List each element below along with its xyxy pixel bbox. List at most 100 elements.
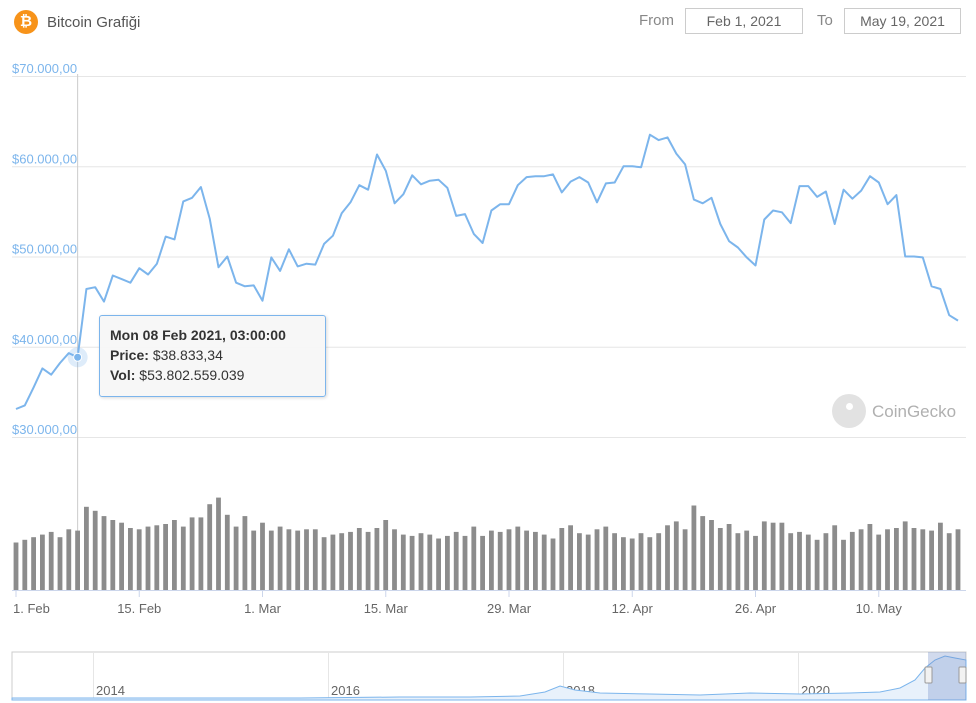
from-date-input[interactable] [685, 8, 803, 34]
volume-bar [339, 533, 345, 590]
volume-bar [321, 537, 327, 590]
x-tick-label: 10. May [856, 601, 903, 616]
navigator-frame [11, 651, 967, 701]
volume-bar [894, 528, 899, 590]
watermark-text: CoinGecko [872, 402, 957, 421]
volume-bar [110, 520, 116, 590]
navigator-handle-left[interactable] [924, 666, 933, 684]
x-tick-label: 1. Feb [13, 601, 50, 616]
volume-bar [638, 533, 644, 590]
tooltip-vol-value: $53.802.559.039 [139, 367, 245, 383]
volume-bar [541, 534, 547, 590]
volume-bar [524, 530, 529, 590]
volume-bar [735, 533, 741, 590]
to-date-input[interactable] [844, 8, 961, 34]
volume-bar [101, 516, 107, 590]
volume-bar [40, 534, 45, 590]
x-tick-label: 12. Apr [612, 601, 654, 616]
volume-bar [409, 535, 415, 590]
price-line[interactable] [15, 133, 959, 410]
volume-bar [224, 514, 230, 590]
volume-bar [603, 526, 609, 590]
volume-bar [656, 533, 662, 590]
volume-bar [673, 521, 679, 590]
volume-bar [392, 529, 397, 590]
volume-bar [260, 522, 265, 590]
volume-bar [436, 538, 441, 590]
volume-bar [629, 538, 635, 590]
volume-bar [383, 520, 389, 590]
volume-bar [207, 504, 213, 590]
navigator[interactable]: 2014201620182020 [11, 651, 967, 701]
volume-bar [717, 528, 723, 590]
volume-bar [427, 534, 433, 590]
y-tick-label: $50.000,00 [12, 242, 77, 257]
volume-bar [268, 530, 274, 590]
x-tick-label: 1. Mar [244, 601, 282, 616]
volume-bar [682, 529, 688, 590]
volume-bar [453, 531, 459, 590]
volume-bar [374, 528, 380, 590]
volume-bar [709, 520, 714, 590]
volume-bar [726, 524, 732, 590]
volume-bar [145, 526, 151, 590]
navigator-series [11, 655, 967, 701]
volume-bar [814, 539, 820, 590]
coingecko-gecko-icon [832, 394, 866, 428]
volume-bar [277, 526, 283, 590]
volume-bar [251, 530, 257, 590]
y-tick-label: $30.000,00 [12, 422, 77, 437]
x-axis-labels: 1. Feb 15. Feb 1. Mar 15. Mar 29. Mar 12. Apr… [13, 590, 902, 616]
chart-title: Bitcoin Grafiği [47, 14, 141, 31]
volume-bar [885, 529, 890, 590]
volume-bar [550, 538, 556, 590]
volume-bar [832, 525, 838, 590]
volume-bar [92, 510, 98, 590]
x-tick-label: 29. Mar [487, 601, 532, 616]
volume-bar [154, 525, 160, 590]
volume-bar [304, 529, 309, 590]
volume-bar [621, 537, 626, 590]
volume-bar [858, 529, 864, 590]
volume-bar [515, 526, 521, 590]
volume-bar [665, 525, 670, 590]
tooltip: Mon 08 Feb 2021, 03:00:00 Price: $38.833… [99, 315, 326, 397]
volume-bar [955, 529, 961, 590]
volume-bar [22, 539, 28, 590]
volume-bar [242, 516, 248, 590]
volume-bar [946, 533, 952, 590]
volume-bar [533, 531, 538, 590]
volume-bar [489, 530, 494, 590]
volume-bar [356, 528, 362, 590]
volume-bar [867, 524, 873, 590]
volume-bar [902, 521, 908, 590]
volume-bar [119, 522, 124, 590]
volume-bar [920, 529, 926, 590]
tooltip-vol-label: Vol: [110, 367, 136, 383]
y-tick-label: $60.000,00 [12, 151, 77, 166]
volume-bar [57, 537, 63, 590]
volume-bar [13, 542, 19, 590]
volume-bar [233, 526, 239, 590]
volume-bar [744, 530, 750, 590]
x-tick-label: 15. Mar [364, 601, 409, 616]
volume-bar [31, 537, 36, 590]
volume-bar [876, 534, 882, 590]
navigator-handle-right[interactable] [958, 666, 967, 684]
hover-point [73, 352, 83, 362]
volume-bar [286, 529, 292, 590]
tooltip-price-value: $38.833,34 [152, 347, 223, 363]
volume-bar [805, 534, 811, 590]
volume-bar [559, 528, 565, 590]
price-chart[interactable]: $30.000,00 $40.000,00 $50.000,00 $60.000,00… [0, 44, 976, 703]
volume-bar [312, 529, 318, 590]
volume-bar [911, 528, 917, 590]
bitcoin-logo-icon: ₿ [14, 10, 38, 34]
volume-bar [647, 537, 653, 590]
volume-bar [849, 531, 855, 590]
volume-bar [136, 529, 142, 590]
to-label: To [817, 12, 833, 29]
volume-bar [753, 535, 758, 590]
volume-bar [929, 530, 934, 590]
volume-bar [471, 526, 477, 590]
